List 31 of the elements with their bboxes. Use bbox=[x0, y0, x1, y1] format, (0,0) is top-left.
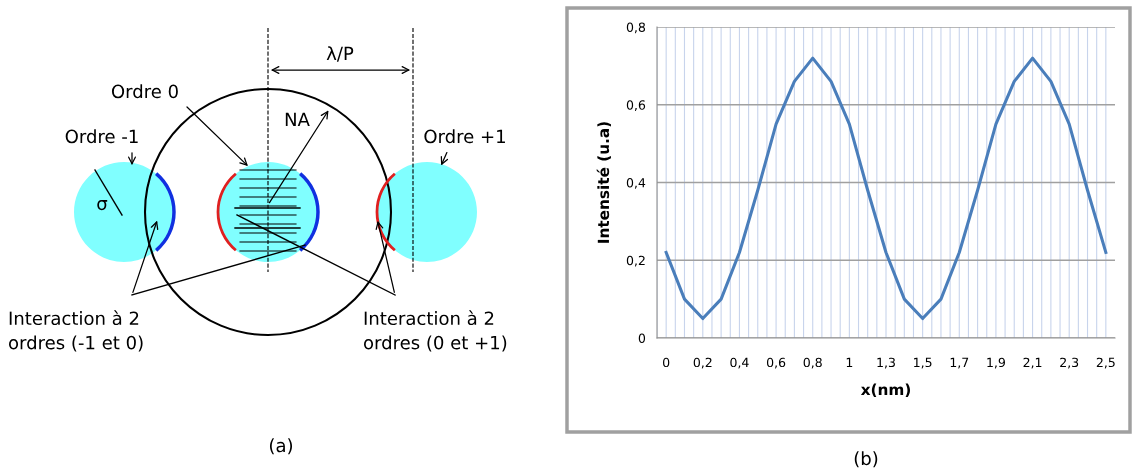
x-tick-label: 2,5 bbox=[1096, 357, 1115, 369]
x-tick-label: 0,6 bbox=[766, 357, 786, 369]
x-tick-label: 1,7 bbox=[950, 357, 969, 369]
x-tick-label: 1,9 bbox=[987, 357, 1005, 369]
x-tick-label: 1 bbox=[846, 357, 853, 367]
x-tick-label: 0,4 bbox=[730, 357, 749, 369]
y-axis-title: Intensité (u.a) bbox=[596, 122, 611, 243]
text: NA bbox=[285, 112, 310, 126]
text: (a) bbox=[269, 438, 293, 455]
x-tick-label: 2,3 bbox=[1060, 357, 1079, 369]
x-axis-title: x(nm) bbox=[860, 383, 910, 398]
text: Interaction à 2 ordres (0 et +1) bbox=[364, 310, 507, 352]
x-tick-label: 1,5 bbox=[914, 357, 932, 369]
text: σ bbox=[97, 200, 108, 211]
x-tick-label: 1,3 bbox=[877, 357, 895, 369]
x-tick-label: 2,1 bbox=[1023, 357, 1042, 369]
y-tick-label: 0,4 bbox=[626, 177, 646, 189]
x-tick-label: 0 bbox=[663, 357, 670, 368]
text: Ordre +1 bbox=[424, 129, 505, 144]
y-tick-label: 0,6 bbox=[626, 100, 646, 111]
y-tick-label: 0,2 bbox=[626, 255, 645, 267]
text: Ordre 0 bbox=[111, 84, 178, 99]
y-tick-label: 0,8 bbox=[626, 22, 646, 34]
text: Interaction à 2 ordres (-1 et 0) bbox=[9, 310, 143, 352]
x-tick-label: 0,2 bbox=[693, 357, 712, 369]
y-tick-label: 0 bbox=[638, 333, 646, 343]
text: Ordre -1 bbox=[65, 129, 138, 144]
text: λ/P bbox=[326, 46, 354, 62]
line-series bbox=[664, 56, 1108, 321]
x-tick-label: 0,8 bbox=[803, 357, 822, 369]
text: (b) bbox=[854, 451, 878, 468]
